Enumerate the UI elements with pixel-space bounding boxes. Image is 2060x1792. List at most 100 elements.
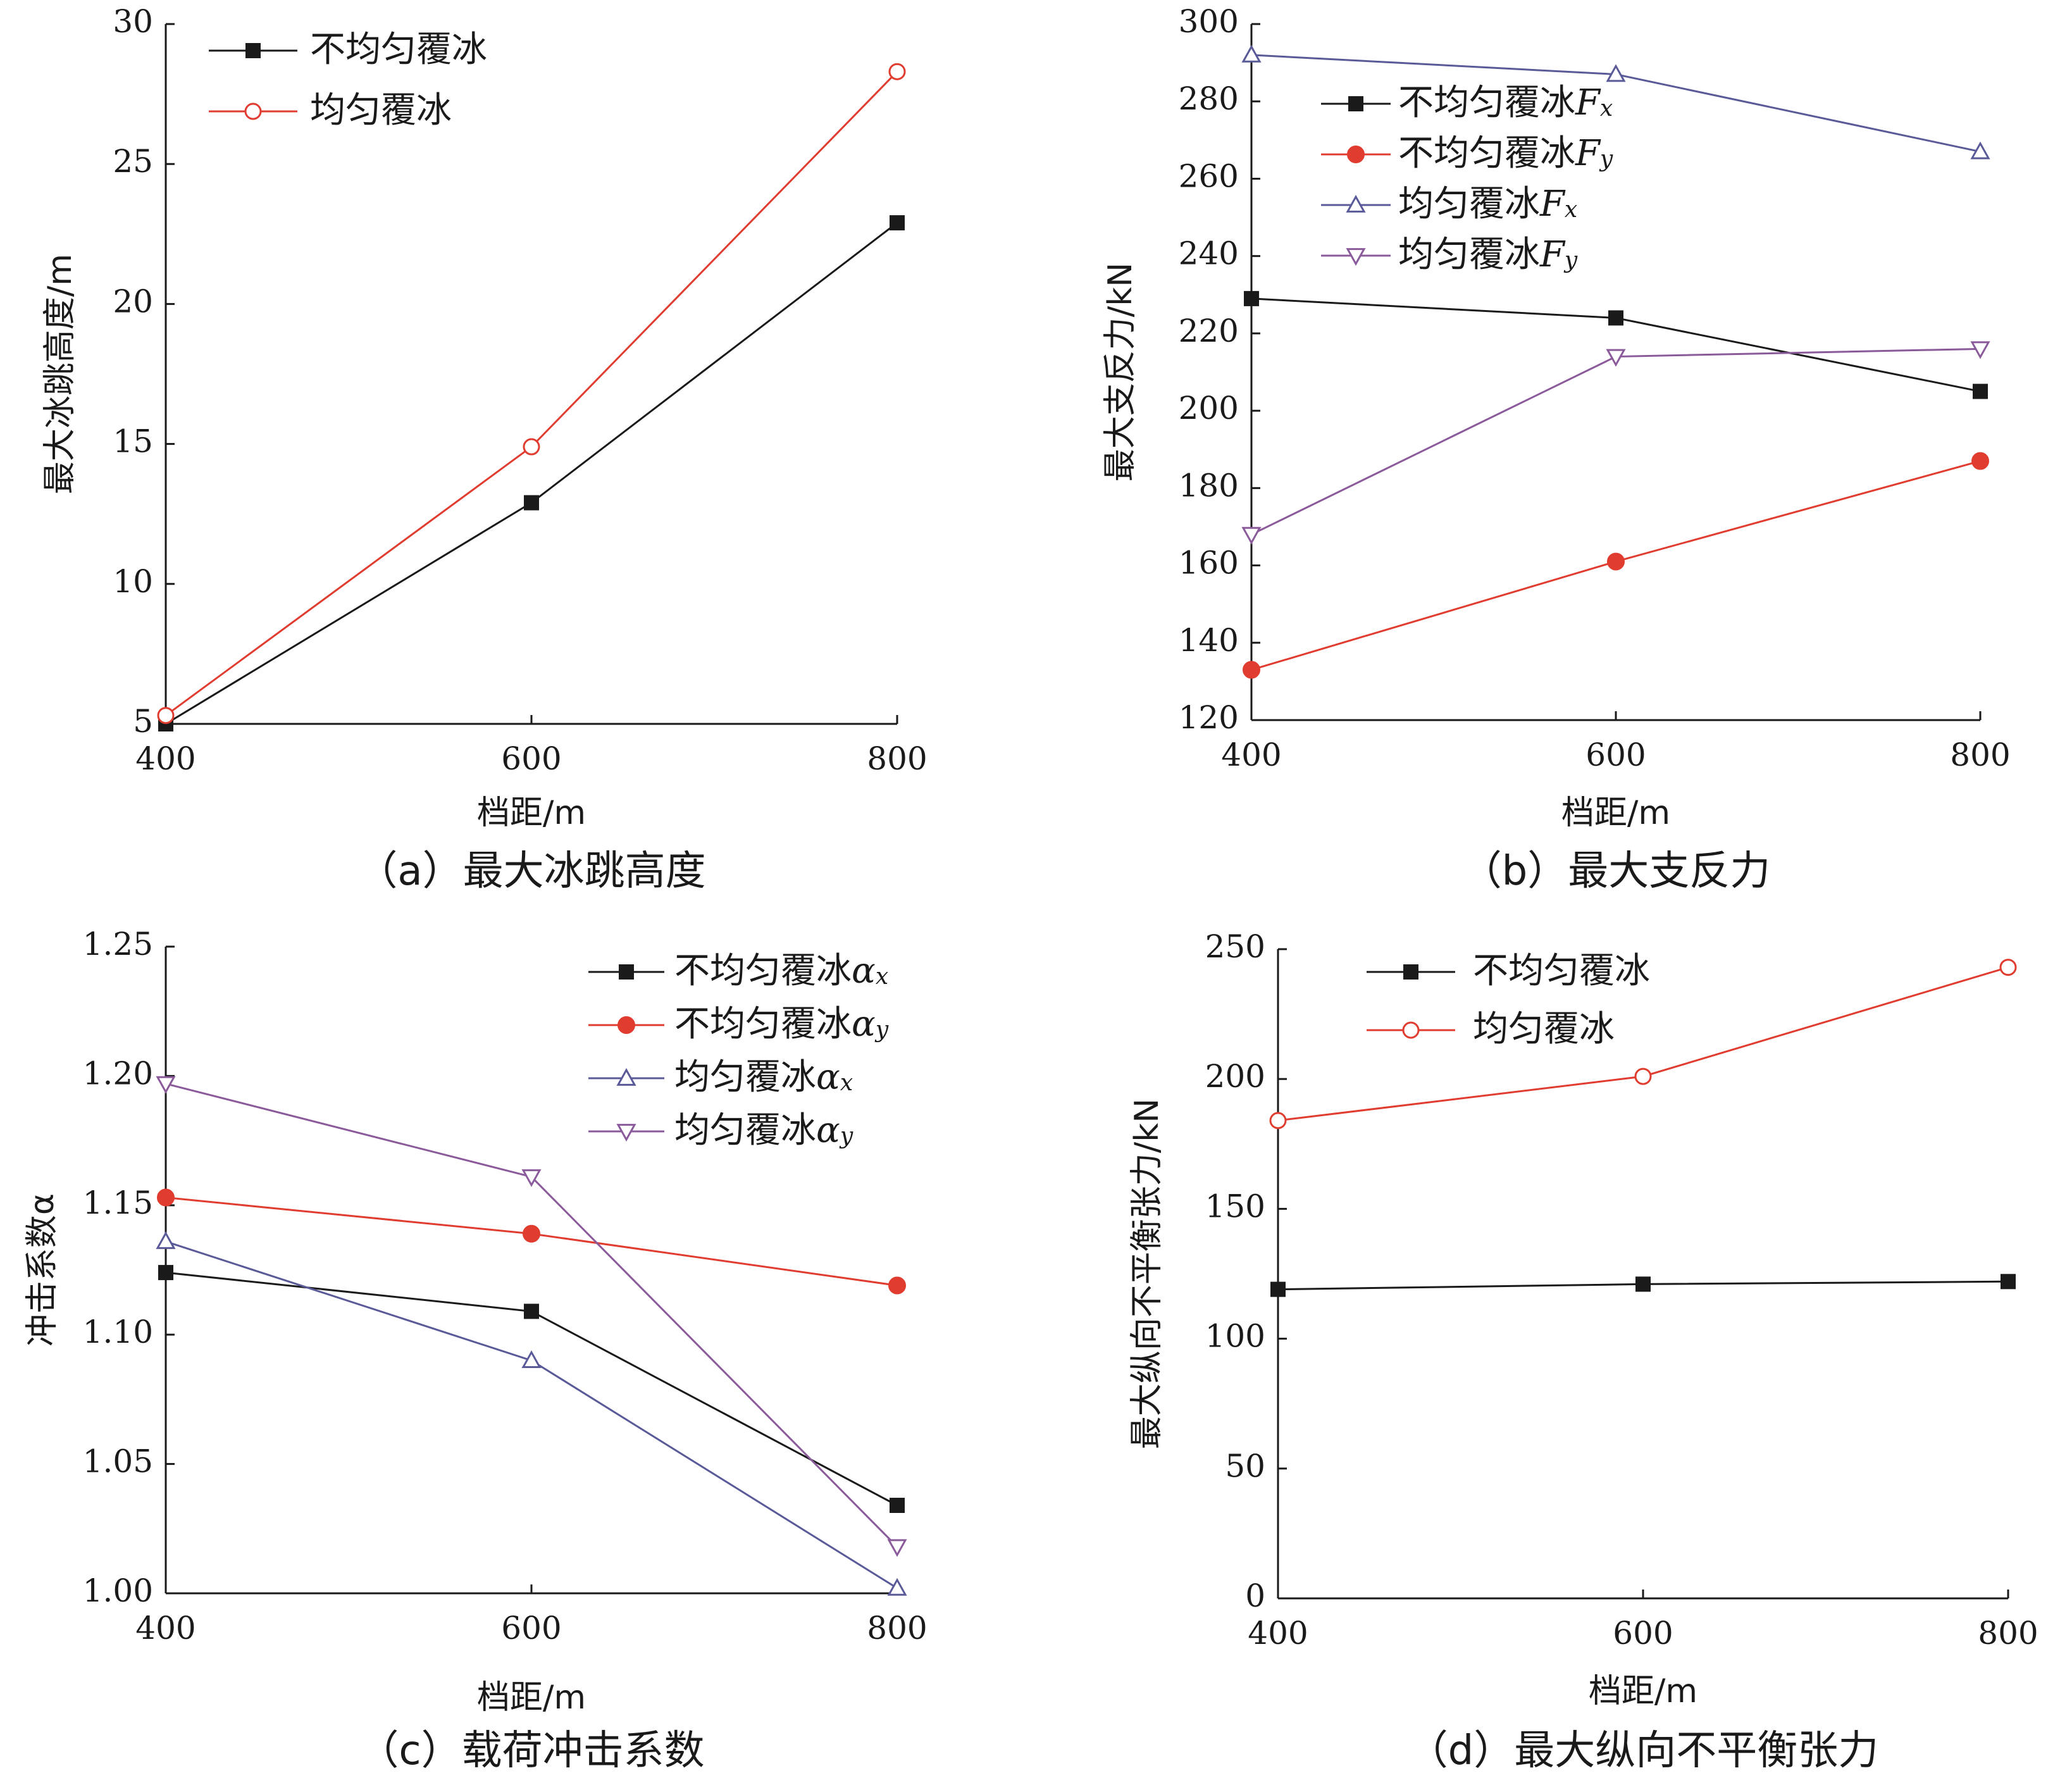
x-tick-label: 600	[1585, 737, 1646, 773]
y-tick-label: 1.25	[83, 926, 153, 962]
y-axis-label: 最大冰跳高度/m	[41, 254, 79, 494]
data-point	[1606, 349, 1626, 367]
y-tick-label: 1.05	[83, 1443, 153, 1480]
chart-caption: （d）最大纵向不平衡张力	[1408, 1727, 1879, 1774]
x-tick-label: 600	[1613, 1615, 1673, 1652]
legend-label: 不均匀覆冰	[310, 29, 487, 70]
y-tick-label: 5	[133, 703, 153, 740]
chart-b: 120 140 160 180 200 220 240 260 280 300 400 600 800 档…	[1101, 3, 2011, 895]
series-1	[157, 1188, 906, 1295]
y-tick-label: 1.00	[83, 1572, 153, 1609]
y-tick-label: 150	[1205, 1188, 1265, 1224]
data-point	[1606, 64, 1626, 82]
data-point	[158, 1265, 173, 1281]
y-tick-label: 250	[1205, 928, 1265, 965]
legend-marker	[1348, 96, 1363, 111]
data-point	[1607, 552, 1625, 571]
x-tick-label: 400	[1248, 1615, 1308, 1652]
legend: 不均匀覆冰αx 不均匀覆冰αy 均匀覆冰αx 均匀覆冰αy	[588, 950, 889, 1151]
data-point	[523, 438, 540, 456]
legend-marker	[616, 1067, 636, 1086]
series-0	[158, 1265, 905, 1514]
series-1	[157, 63, 906, 725]
y-tick-label: 300	[1179, 3, 1239, 40]
x-tick-label: 400	[135, 740, 195, 777]
x-tick-label: 800	[867, 1610, 927, 1646]
chart-caption: （c）载荷冲击系数	[358, 1727, 704, 1774]
series-0	[1270, 1274, 2016, 1297]
y-tick-label: 1.15	[83, 1185, 153, 1221]
data-point	[2001, 1274, 2016, 1290]
x-tick-label: 600	[501, 1610, 561, 1646]
series-0	[1244, 290, 1988, 399]
series-2	[156, 1231, 907, 1596]
y-tick-label: 140	[1179, 622, 1239, 659]
legend-marker	[1347, 146, 1365, 163]
y-tick-label: 200	[1179, 390, 1239, 426]
data-point	[521, 1350, 542, 1368]
x-tick-label: 400	[1221, 737, 1281, 773]
y-tick-label: 100	[1205, 1318, 1265, 1355]
y-tick-label: 15	[113, 423, 153, 460]
data-point	[887, 1539, 907, 1557]
legend-marker	[1402, 1021, 1420, 1039]
chart-a: 5 10 15 20 25 30 400 600 800 档距/m 最大冰跳高度/m （a）最大冰跳高…	[41, 3, 928, 895]
data-point	[523, 1224, 540, 1243]
data-point	[157, 1188, 175, 1207]
data-point	[1608, 310, 1623, 326]
data-point	[890, 1498, 905, 1514]
legend: 不均匀覆冰Fx 不均匀覆冰Fy 均匀覆冰Fx 均匀覆冰Fy	[1321, 82, 1613, 275]
data-point	[1970, 141, 1990, 159]
legend-label: 均匀覆冰αx	[674, 1057, 853, 1098]
legend-label: 不均匀覆冰Fx	[1398, 82, 1613, 124]
x-axis-label: 档距/m	[477, 1679, 586, 1717]
legend-marker	[244, 103, 262, 120]
data-point	[1241, 44, 1262, 63]
y-tick-label: 1.10	[83, 1314, 153, 1350]
x-tick-label: 800	[867, 740, 927, 777]
y-tick-label: 1.20	[83, 1055, 153, 1092]
data-point	[1270, 1281, 1286, 1297]
y-tick-label: 120	[1179, 699, 1239, 736]
series-line	[165, 71, 898, 716]
legend-label: 不均匀覆冰αy	[674, 1004, 889, 1045]
legend-marker	[1346, 194, 1366, 213]
y-tick-label: 25	[113, 143, 153, 180]
y-axis-label: 冲击系数α	[23, 1193, 61, 1347]
data-point	[888, 63, 906, 80]
legend-marker	[245, 43, 261, 58]
series-line	[1251, 347, 1981, 536]
y-tick-label: 50	[1225, 1448, 1265, 1484]
data-point	[1243, 661, 1260, 679]
data-point	[524, 1304, 539, 1319]
data-point	[1971, 452, 1989, 470]
legend-label: 不均匀覆冰	[1473, 950, 1650, 992]
legend-label: 均匀覆冰	[1473, 1009, 1615, 1050]
series-line	[165, 1240, 898, 1590]
series-2	[1241, 44, 1990, 159]
chart-c: 1.00 1.05 1.10 1.15 1.20 1.25 400 600 800 档距/m 冲击系…	[23, 926, 928, 1774]
legend-marker	[616, 1124, 636, 1142]
y-tick-label: 0	[1245, 1577, 1265, 1614]
series-3	[156, 1076, 907, 1557]
x-axis-label: 档距/m	[1589, 1672, 1697, 1710]
legend-marker	[619, 964, 634, 980]
data-point	[156, 1231, 176, 1249]
legend-label: 均匀覆冰Fx	[1398, 184, 1577, 225]
data-point	[1244, 290, 1259, 306]
data-point	[1635, 1276, 1651, 1292]
chart-d: 0 50 100 150 200 250 400 600 800 档距/m 最大纵向不平衡张力/kN…	[1128, 928, 2038, 1774]
y-axis-label: 最大纵向不平衡张力/kN	[1128, 1098, 1166, 1450]
data-point	[524, 495, 539, 511]
data-point	[1269, 1112, 1287, 1129]
legend-label: 不均匀覆冰αx	[674, 950, 888, 992]
data-point	[521, 1169, 542, 1187]
data-point	[890, 215, 905, 231]
x-axis-label: 档距/m	[477, 794, 586, 832]
y-axis-label: 最大支反力/kN	[1101, 263, 1139, 482]
data-point	[1999, 959, 2017, 976]
data-point	[1241, 526, 1262, 545]
y-tick-label: 260	[1179, 158, 1239, 194]
data-point	[1970, 341, 1990, 359]
